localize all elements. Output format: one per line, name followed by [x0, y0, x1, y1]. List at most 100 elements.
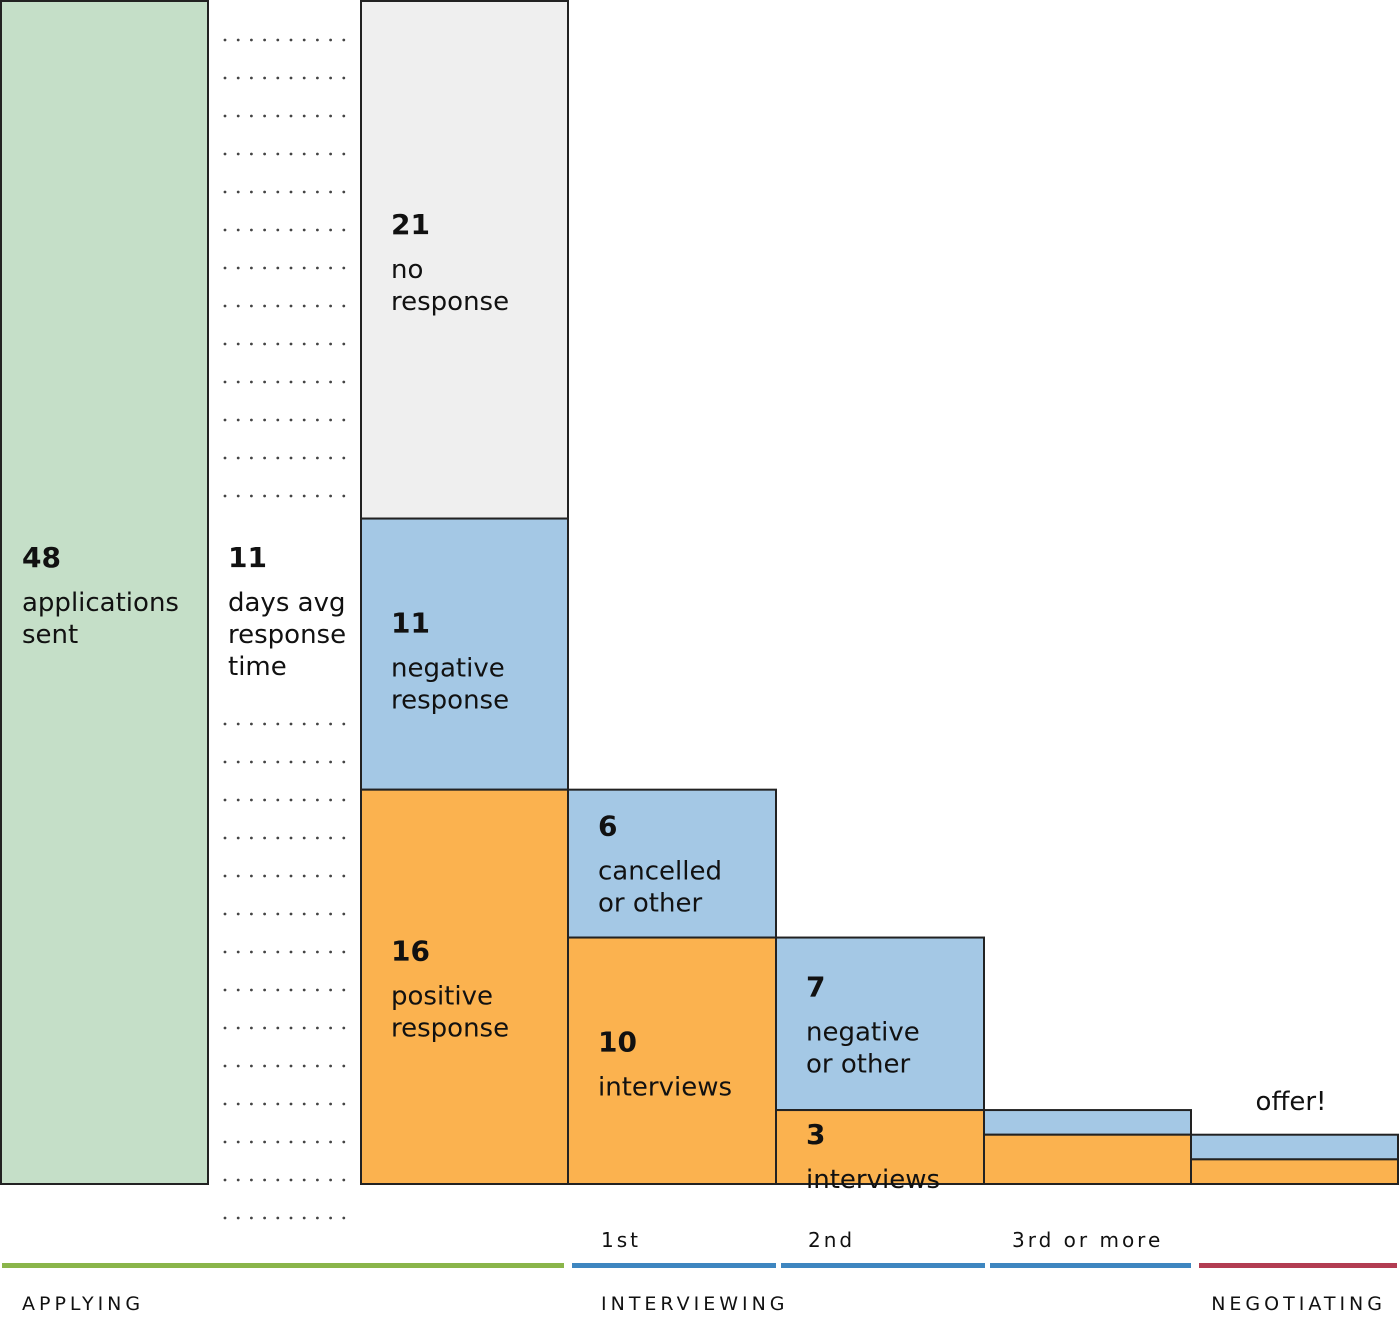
- dot: [289, 152, 293, 156]
- dot: [302, 114, 306, 118]
- dot: [263, 1178, 266, 1182]
- dot: [316, 950, 319, 954]
- dot: [316, 1178, 319, 1182]
- dot: [236, 1216, 240, 1220]
- dot: [250, 1216, 253, 1220]
- dot: [302, 266, 306, 270]
- dot: [223, 38, 227, 42]
- dot: [316, 304, 319, 308]
- dot: [276, 342, 280, 346]
- dot: [316, 1140, 319, 1144]
- dot: [236, 722, 240, 726]
- dot: [289, 798, 293, 802]
- dot: [236, 1140, 240, 1144]
- phase-axis: 1st 2nd 3rd or more APPLYING INTERVIEWING NEG…: [2, 1228, 1397, 1315]
- dot: [223, 114, 227, 118]
- dot: [342, 1064, 346, 1068]
- dot: [250, 1140, 253, 1144]
- dot: [250, 874, 253, 878]
- dot: [263, 190, 266, 194]
- dot: [329, 874, 332, 878]
- round-2-other-label: negative: [806, 1018, 920, 1048]
- dot: [223, 950, 227, 954]
- dot: [302, 342, 306, 346]
- dot: [250, 760, 253, 764]
- dot: [289, 760, 293, 764]
- dot: [223, 988, 227, 992]
- dot: [250, 950, 253, 954]
- dot: [302, 1102, 306, 1106]
- dot: [316, 228, 319, 232]
- dot: [329, 494, 332, 498]
- dot: [250, 190, 253, 194]
- dot: [289, 114, 293, 118]
- response-no-response-value: 21: [391, 208, 430, 241]
- dot: [250, 342, 253, 346]
- dot: [342, 266, 346, 270]
- dot: [289, 1064, 293, 1068]
- dot: [276, 1216, 280, 1220]
- dot: [263, 1102, 266, 1106]
- response-positive-label: response: [391, 1014, 509, 1044]
- dot: [276, 760, 280, 764]
- dot: [263, 304, 266, 308]
- dot: [342, 494, 346, 498]
- dot: [342, 1178, 346, 1182]
- dot: [329, 988, 332, 992]
- dot: [250, 722, 253, 726]
- offer-label: offer!: [1256, 1087, 1327, 1117]
- dot: [276, 266, 280, 270]
- dot: [236, 380, 240, 384]
- dot: [302, 874, 306, 878]
- dot: [223, 76, 227, 80]
- dot: [276, 836, 280, 840]
- dot: [236, 1178, 240, 1182]
- dot: [316, 494, 319, 498]
- bar-positive: [360, 788, 569, 1186]
- dot: [276, 228, 280, 232]
- dot: [223, 760, 227, 764]
- dot: [302, 494, 306, 498]
- dot: [289, 1026, 293, 1030]
- round-2-interviews-value: 3: [806, 1118, 825, 1151]
- dot: [316, 266, 319, 270]
- dot: [263, 798, 266, 802]
- interviewing-line: [781, 1263, 985, 1268]
- dot: [263, 1064, 266, 1068]
- dot: [289, 494, 293, 498]
- dot: [302, 836, 306, 840]
- dot: [223, 1216, 227, 1220]
- dot: [289, 342, 293, 346]
- round-1-other-label: or other: [598, 889, 702, 919]
- applications-sent-label: sent: [22, 620, 78, 650]
- dot: [223, 836, 227, 840]
- dot: [302, 1178, 306, 1182]
- applications-sent-label: applications: [22, 588, 179, 618]
- dot: [263, 760, 266, 764]
- phase-negotiating: NEGOTIATING: [1211, 1293, 1386, 1315]
- response-positive-value: 16: [391, 935, 430, 968]
- dot: [223, 1026, 227, 1030]
- dot: [263, 266, 266, 270]
- bar-no-response: [360, 0, 569, 520]
- dot: [302, 1064, 306, 1068]
- dot: [302, 988, 306, 992]
- dot: [263, 1140, 266, 1144]
- dot: [276, 1178, 280, 1182]
- dot: [302, 1216, 306, 1220]
- dot: [289, 456, 293, 460]
- dot: [276, 912, 280, 916]
- dot: [263, 1026, 266, 1030]
- dot: [329, 912, 332, 916]
- round-2-other-label: or other: [806, 1050, 910, 1080]
- dot: [329, 836, 332, 840]
- dot: [302, 760, 306, 764]
- dot: [302, 418, 306, 422]
- dot: [329, 1178, 332, 1182]
- response-negative-value: 11: [391, 607, 430, 640]
- dot: [316, 114, 319, 118]
- dotted-gap: [223, 38, 346, 1220]
- dot: [236, 152, 240, 156]
- bar-negative: [360, 517, 569, 791]
- dot: [250, 380, 253, 384]
